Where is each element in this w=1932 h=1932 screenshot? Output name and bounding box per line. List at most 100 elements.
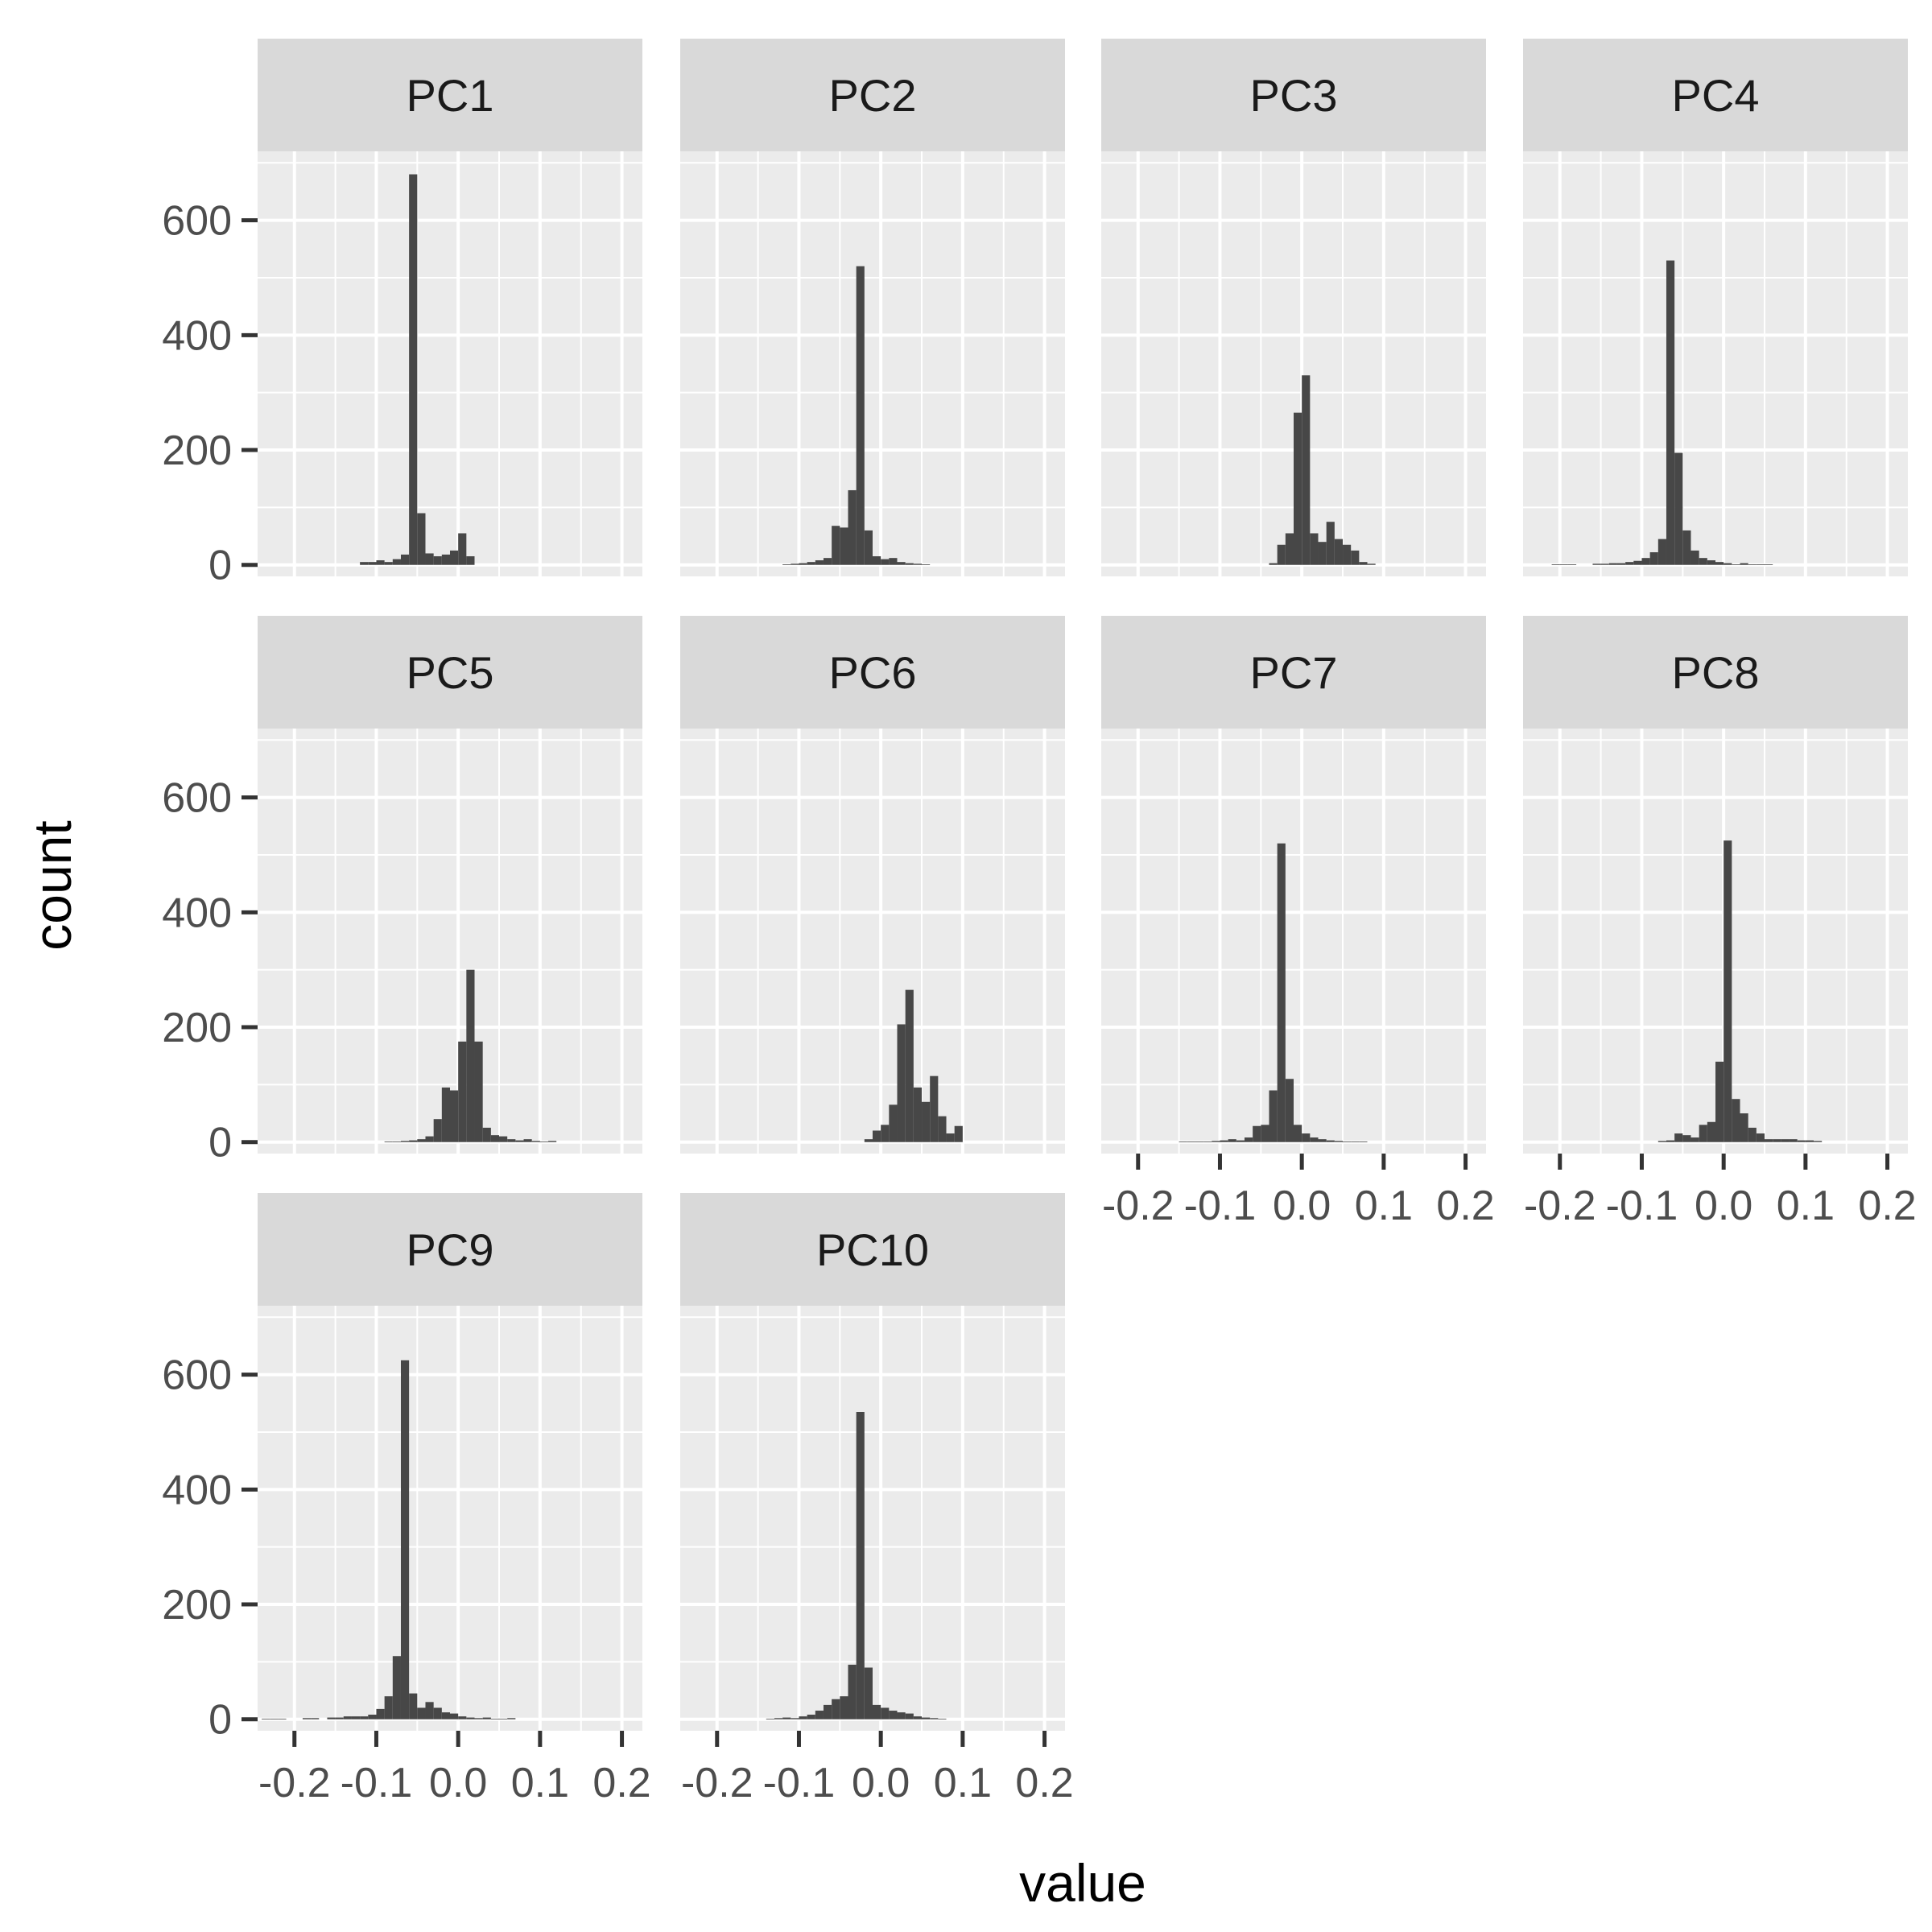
- x-tick-label: 0.0: [1273, 1183, 1331, 1229]
- histogram-bar: [1805, 1140, 1814, 1142]
- histogram-bar: [856, 266, 865, 565]
- histogram-bar: [1236, 1140, 1245, 1142]
- facet-strip-label: PC5: [407, 647, 494, 698]
- histogram-bar: [466, 969, 475, 1142]
- histogram-bar: [327, 1717, 336, 1719]
- histogram-bar: [1285, 533, 1294, 565]
- histogram-bar: [1756, 1133, 1765, 1142]
- histogram-bar: [482, 1127, 491, 1142]
- histogram-bar: [466, 1717, 475, 1719]
- x-tick-label: -0.1: [1184, 1183, 1257, 1229]
- facet-panel-pc10: PC10: [680, 1193, 1065, 1731]
- histogram-bar: [848, 1664, 857, 1719]
- histogram-bar: [384, 1141, 393, 1142]
- histogram-bar: [1302, 1133, 1311, 1142]
- histogram-bar: [1625, 562, 1634, 565]
- histogram-bar: [938, 1116, 947, 1142]
- x-tick-label: -0.1: [763, 1760, 836, 1806]
- histogram-bar: [1261, 1125, 1269, 1142]
- y-tick-label: 400: [162, 312, 232, 359]
- histogram-bar: [791, 1718, 799, 1719]
- y-tick-label: 400: [162, 1467, 232, 1513]
- histogram-bar: [1740, 563, 1748, 565]
- histogram-bar: [922, 1717, 931, 1719]
- histogram-bar: [1690, 550, 1699, 565]
- histogram-bar: [425, 1702, 434, 1719]
- histogram-bar: [335, 1717, 344, 1719]
- histogram-bar: [409, 1693, 418, 1719]
- histogram-bar: [897, 1024, 906, 1142]
- histogram-bar: [1326, 1140, 1335, 1142]
- histogram-bar: [1277, 544, 1286, 565]
- histogram-bar: [873, 1704, 881, 1719]
- histogram-bar: [897, 562, 906, 565]
- histogram-bar: [889, 558, 898, 565]
- x-tick-label: 0.1: [511, 1760, 569, 1806]
- x-tick-label: 0.2: [592, 1760, 650, 1806]
- histogram-bar: [1773, 1139, 1781, 1142]
- facet-strip: [1523, 616, 1908, 729]
- facet-strip-label: PC2: [829, 70, 917, 121]
- histogram-bar: [799, 563, 807, 565]
- histogram-bar: [799, 1716, 807, 1719]
- histogram-bar: [1715, 1061, 1724, 1142]
- histogram-bar: [1756, 564, 1765, 565]
- facet-strip-label: PC10: [816, 1224, 929, 1275]
- histogram-bar: [417, 1139, 426, 1142]
- histogram-bar: [1690, 1137, 1699, 1142]
- x-tick-label: 0.0: [1695, 1183, 1752, 1229]
- histogram-bar: [433, 1707, 442, 1719]
- histogram-bar: [499, 1136, 508, 1142]
- x-tick-label: 0.0: [429, 1760, 487, 1806]
- histogram-bar: [832, 526, 840, 565]
- histogram-bar: [1674, 1133, 1683, 1142]
- histogram-bar: [458, 1716, 467, 1719]
- histogram-bar: [311, 1718, 320, 1719]
- histogram-bar: [840, 527, 848, 565]
- histogram-bar: [1674, 452, 1683, 565]
- histogram-bar: [490, 1135, 500, 1142]
- histogram-bar: [1707, 1121, 1715, 1142]
- histogram-bar: [425, 553, 434, 565]
- histogram-bar: [1359, 562, 1368, 565]
- facet-strip-label: PC3: [1250, 70, 1338, 121]
- facet-strip-label: PC8: [1672, 647, 1760, 698]
- histogram-bar: [815, 1711, 824, 1719]
- histogram-bar: [1187, 1141, 1195, 1142]
- x-tick-label: -0.1: [1606, 1183, 1678, 1229]
- histogram-bar: [1682, 1135, 1691, 1142]
- histogram-bar: [400, 1360, 410, 1719]
- histogram-bar: [507, 1718, 516, 1719]
- histogram-bar: [392, 1656, 401, 1719]
- histogram-bar: [1318, 542, 1327, 565]
- facet-strip-label: PC7: [1250, 647, 1338, 698]
- histogram-bar: [539, 1141, 549, 1142]
- histogram-bar: [905, 989, 914, 1142]
- histogram-bar: [450, 550, 459, 565]
- histogram-bar: [930, 1075, 939, 1142]
- facet-panel-pc9: PC9: [258, 1193, 642, 1731]
- y-tick-label: 200: [162, 1005, 232, 1051]
- histogram-bar: [376, 560, 385, 565]
- histogram-bar: [433, 1119, 442, 1142]
- facet-panel-pc2: PC2: [680, 39, 1065, 576]
- histogram-bar: [1633, 560, 1642, 565]
- histogram-bar: [1765, 564, 1773, 565]
- x-tick-label: 0.1: [1355, 1183, 1413, 1229]
- x-tick-label: -0.2: [681, 1760, 753, 1806]
- histogram-bar: [897, 1712, 906, 1719]
- histogram-bar: [302, 1718, 312, 1719]
- histogram-bar: [1294, 1125, 1302, 1142]
- histogram-bar: [856, 1412, 865, 1719]
- x-tick-label: 0.0: [852, 1760, 910, 1806]
- histogram-bar: [881, 1707, 890, 1719]
- histogram-bar: [823, 558, 832, 565]
- histogram-bar: [1195, 1141, 1204, 1142]
- x-tick-label: -0.1: [341, 1760, 413, 1806]
- panel-background: [680, 729, 1065, 1154]
- y-axis-pc5: 0 200 400 600: [162, 775, 258, 1166]
- histogram-bar: [1732, 564, 1740, 565]
- histogram-bar: [1657, 539, 1666, 565]
- histogram-bar: [922, 564, 931, 565]
- histogram-bar: [400, 554, 410, 565]
